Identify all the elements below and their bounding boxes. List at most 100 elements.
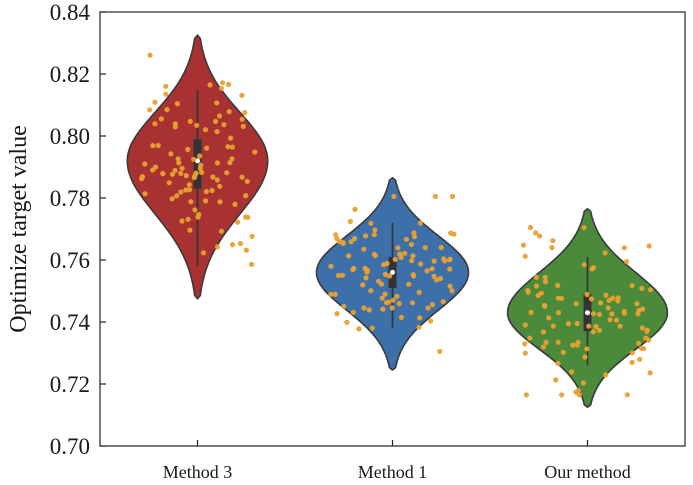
data-point <box>169 171 176 177</box>
data-point <box>588 296 595 302</box>
data-point <box>392 256 398 262</box>
data-point <box>546 315 552 321</box>
data-point <box>147 52 153 58</box>
data-point <box>403 236 409 242</box>
data-point <box>218 228 225 234</box>
data-point <box>409 300 416 306</box>
median-dot <box>390 269 395 275</box>
data-point <box>153 164 159 170</box>
data-point <box>610 295 616 301</box>
data-point <box>402 250 408 256</box>
data-point <box>447 257 453 263</box>
median-dot <box>585 310 590 316</box>
data-point <box>520 242 527 248</box>
data-point <box>252 149 258 155</box>
data-point <box>527 224 534 231</box>
data-point <box>634 301 640 307</box>
data-point <box>199 169 205 176</box>
data-point <box>550 238 556 244</box>
data-point <box>168 151 174 157</box>
data-point <box>360 282 366 288</box>
y-tick-label: 0.84 <box>50 0 91 25</box>
data-point <box>555 339 561 345</box>
data-point <box>366 307 372 313</box>
data-point <box>543 339 549 345</box>
data-point <box>637 356 643 362</box>
data-point <box>574 342 580 348</box>
data-point <box>348 239 354 245</box>
data-point <box>537 233 543 239</box>
data-point <box>229 242 236 248</box>
data-point <box>384 260 390 267</box>
data-point <box>372 227 378 233</box>
data-point <box>385 299 391 305</box>
data-point <box>382 291 388 297</box>
data-point <box>528 309 534 315</box>
data-point <box>178 189 184 195</box>
data-point <box>214 129 220 135</box>
data-point <box>350 309 356 315</box>
data-point <box>356 326 362 332</box>
data-point <box>197 153 203 159</box>
data-point <box>447 266 453 272</box>
data-point <box>425 305 431 311</box>
data-point <box>596 311 603 317</box>
data-point <box>434 277 440 283</box>
data-point <box>239 92 245 98</box>
data-point <box>363 233 369 239</box>
data-point <box>217 199 223 205</box>
data-point <box>174 101 180 107</box>
data-point <box>440 299 446 305</box>
data-point <box>186 182 192 188</box>
data-point <box>175 156 181 162</box>
data-point <box>368 220 374 226</box>
data-point <box>449 288 455 294</box>
data-point <box>200 250 207 256</box>
data-point <box>569 369 575 375</box>
y-axis-label: Optimize target value <box>6 125 32 332</box>
data-point <box>191 174 197 181</box>
data-point <box>341 303 347 309</box>
x-tick-label: Method 3 <box>163 462 233 482</box>
data-point <box>565 321 572 327</box>
data-point <box>339 272 346 278</box>
data-point <box>391 193 397 199</box>
data-point <box>214 100 220 106</box>
data-point <box>533 230 539 236</box>
data-point <box>332 291 338 297</box>
data-point <box>150 143 156 149</box>
data-point <box>411 234 418 240</box>
data-point <box>363 275 369 281</box>
data-point <box>226 109 232 115</box>
data-point <box>371 232 377 238</box>
data-point <box>640 306 646 312</box>
data-point <box>176 160 182 166</box>
data-point <box>580 380 587 386</box>
data-point <box>629 350 635 356</box>
data-point <box>603 372 609 378</box>
data-point <box>142 191 148 197</box>
data-point <box>232 201 238 207</box>
data-point <box>152 99 158 105</box>
data-point <box>624 392 631 398</box>
data-point <box>336 272 342 278</box>
data-point <box>352 236 358 242</box>
data-point <box>574 320 580 327</box>
data-point <box>606 297 612 303</box>
violins-layer <box>126 33 669 409</box>
data-point <box>542 274 548 280</box>
data-point <box>643 335 649 341</box>
data-point <box>540 344 547 350</box>
data-point <box>379 295 385 301</box>
data-point <box>172 121 178 127</box>
data-point <box>624 259 630 265</box>
data-point <box>641 346 647 352</box>
data-point <box>408 241 414 248</box>
data-point <box>584 346 590 352</box>
data-point <box>196 211 202 218</box>
y-tick-label: 0.76 <box>50 248 90 273</box>
data-point <box>226 81 232 88</box>
points-layer <box>139 52 654 398</box>
data-point <box>212 118 219 124</box>
data-point <box>209 187 215 194</box>
